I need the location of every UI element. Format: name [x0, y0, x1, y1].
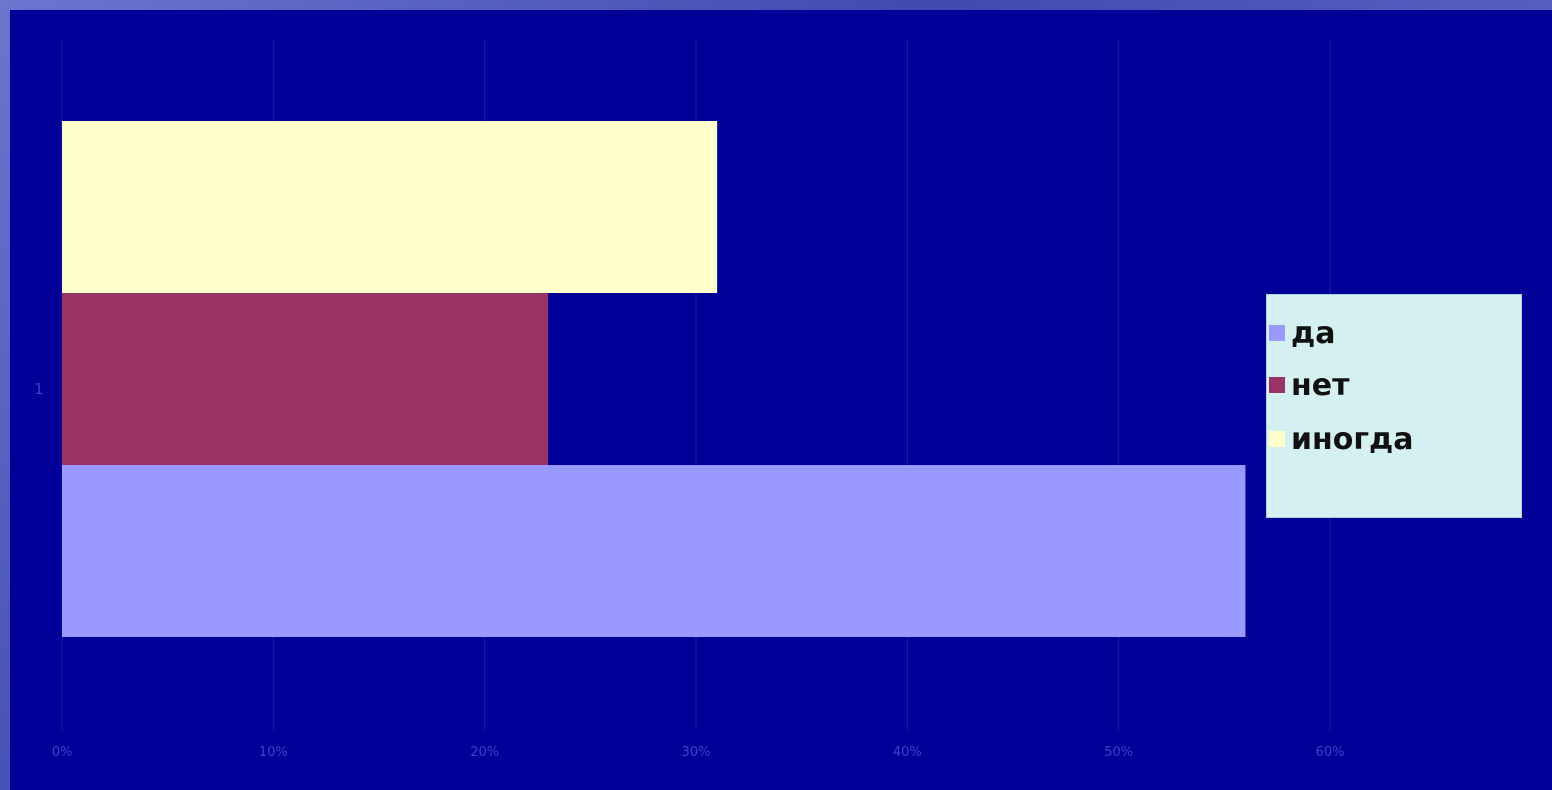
- legend-label-inogda: иногда: [1291, 421, 1414, 457]
- x-tick-label: 10%: [258, 745, 288, 760]
- chart-area: 0% 10% 20% 30% 40% 50% 60% 1 да нет иногда: [10, 10, 1552, 790]
- bar-chart: [61, 40, 1331, 730]
- x-tick-label: 30%: [681, 745, 711, 760]
- bar-2: [62, 121, 718, 293]
- x-tick-label: 20%: [470, 745, 500, 760]
- x-tick-label: 40%: [892, 745, 922, 760]
- legend: да нет иногда: [1266, 294, 1522, 518]
- legend-item-net: нет: [1267, 365, 1349, 405]
- legend-swatch-da: [1269, 325, 1285, 341]
- bar-1: [62, 293, 549, 465]
- bar-0: [62, 465, 1246, 637]
- x-tick-label: 0%: [51, 745, 73, 760]
- legend-label-da: да: [1291, 315, 1336, 351]
- x-tick-label: 50%: [1104, 745, 1134, 760]
- legend-label-net: нет: [1291, 367, 1350, 403]
- legend-swatch-inogda: [1269, 431, 1285, 447]
- legend-item-da: да: [1267, 313, 1335, 353]
- legend-item-inogda: иногда: [1267, 419, 1414, 459]
- legend-swatch-net: [1269, 377, 1285, 393]
- category-label: 1: [34, 380, 44, 398]
- x-tick-label: 60%: [1315, 745, 1345, 760]
